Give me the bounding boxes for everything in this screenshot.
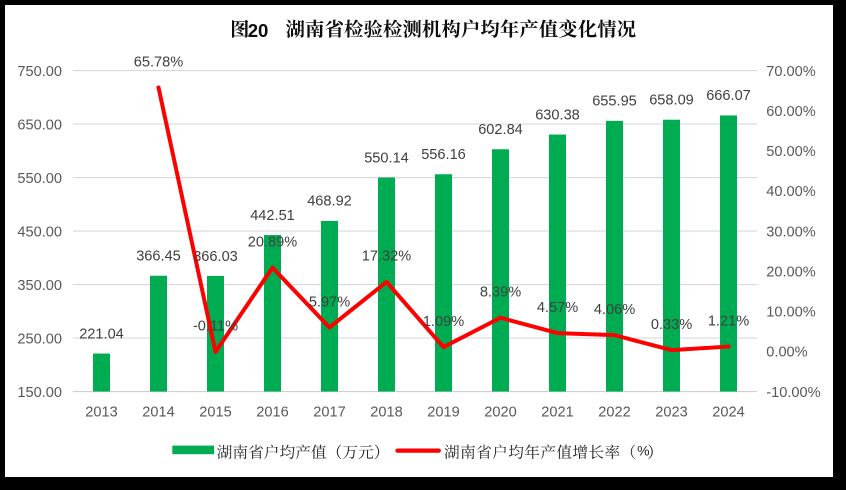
svg-text:450.00: 450.00: [17, 224, 62, 240]
svg-text:2022: 2022: [598, 404, 630, 420]
svg-text:5.97%: 5.97%: [309, 294, 350, 310]
svg-text:2020: 2020: [484, 404, 516, 420]
svg-text:1.21%: 1.21%: [708, 313, 749, 329]
svg-text:350.00: 350.00: [17, 277, 62, 293]
svg-text:-0.11%: -0.11%: [193, 318, 238, 334]
svg-text:60.00%: 60.00%: [766, 104, 815, 120]
svg-text:20.89%: 20.89%: [247, 234, 296, 250]
svg-text:10.00%: 10.00%: [766, 304, 815, 320]
svg-text:655.95: 655.95: [592, 93, 637, 109]
svg-text:2013: 2013: [85, 404, 117, 420]
svg-text:8.39%: 8.39%: [480, 284, 521, 300]
svg-text:550.14: 550.14: [364, 150, 409, 166]
svg-text:20: 20: [247, 20, 268, 41]
svg-text:4.06%: 4.06%: [594, 302, 635, 318]
svg-text:150.00: 150.00: [17, 384, 62, 400]
svg-text:666.07: 666.07: [706, 88, 751, 104]
svg-text:-10.00%: -10.00%: [766, 384, 820, 400]
svg-text:442.51: 442.51: [250, 207, 295, 223]
svg-text:70.00%: 70.00%: [766, 63, 815, 79]
svg-text:2016: 2016: [256, 404, 288, 420]
svg-text:2014: 2014: [142, 404, 174, 420]
svg-text:2021: 2021: [541, 404, 573, 420]
svg-text:468.92: 468.92: [307, 193, 352, 209]
svg-text:556.16: 556.16: [421, 147, 466, 163]
svg-text:602.84: 602.84: [478, 122, 523, 138]
svg-text:65.78%: 65.78%: [133, 54, 182, 70]
svg-text:221.04: 221.04: [79, 326, 124, 342]
svg-text:658.09: 658.09: [649, 92, 694, 108]
svg-text:2018: 2018: [370, 404, 402, 420]
svg-text:50.00%: 50.00%: [766, 144, 815, 160]
svg-text:250.00: 250.00: [17, 331, 62, 347]
svg-text:0.33%: 0.33%: [651, 316, 692, 332]
svg-text:366.45: 366.45: [136, 248, 181, 264]
svg-text:30.00%: 30.00%: [766, 224, 815, 240]
svg-text:1.09%: 1.09%: [423, 313, 464, 329]
svg-text:650.00: 650.00: [17, 117, 62, 133]
svg-text:2019: 2019: [427, 404, 459, 420]
svg-text:630.38: 630.38: [535, 107, 580, 123]
svg-text:17.32%: 17.32%: [361, 248, 410, 264]
svg-text:2015: 2015: [199, 404, 231, 420]
svg-text:2023: 2023: [655, 404, 687, 420]
svg-text:2017: 2017: [313, 404, 345, 420]
svg-text:20.00%: 20.00%: [766, 264, 815, 280]
svg-text:550.00: 550.00: [17, 170, 62, 186]
svg-text:40.00%: 40.00%: [766, 184, 815, 200]
svg-text:4.57%: 4.57%: [537, 299, 578, 315]
svg-text:2024: 2024: [712, 404, 744, 420]
svg-text:%: %: [637, 442, 649, 458]
svg-text:0.00%: 0.00%: [766, 344, 807, 360]
svg-text:750.00: 750.00: [17, 63, 62, 79]
svg-text:366.03: 366.03: [193, 248, 238, 264]
